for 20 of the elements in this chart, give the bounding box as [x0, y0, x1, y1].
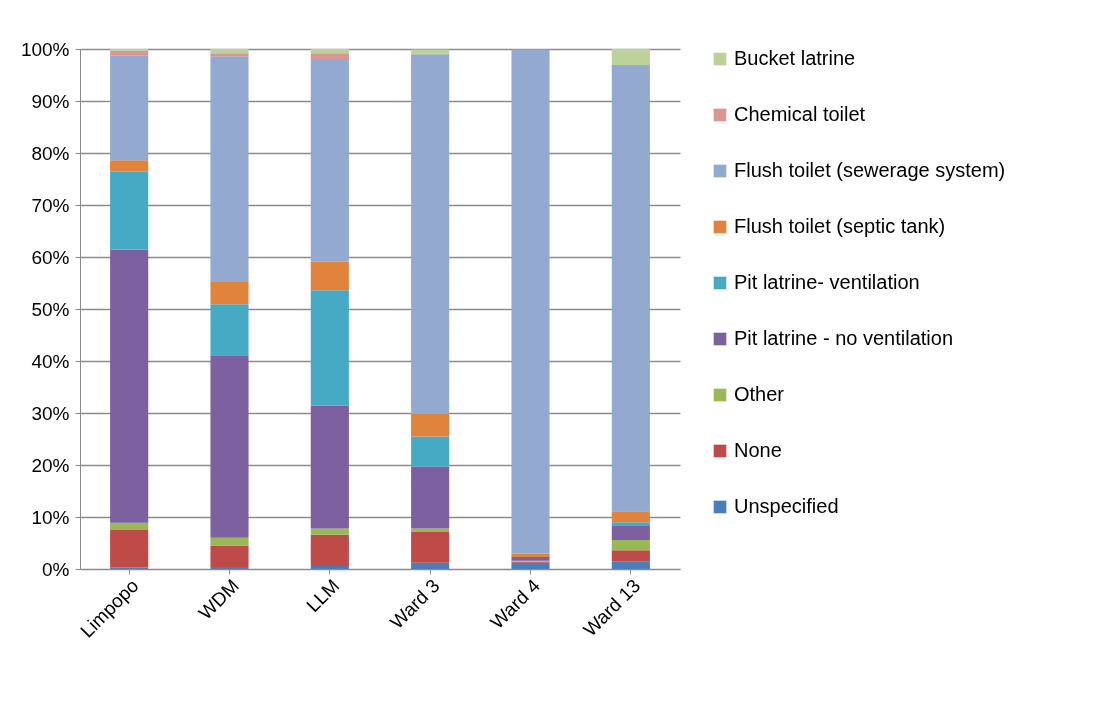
legend-label: Pit latrine- ventilation: [734, 271, 920, 293]
y-tick-label: 20%: [31, 454, 70, 476]
y-tick-label: 70%: [31, 194, 70, 216]
legend-label: Flush toilet (septic tank): [734, 215, 946, 237]
y-tick-label: 30%: [31, 402, 70, 424]
y-tick-label: 0%: [42, 558, 70, 580]
y-tick-label: 100%: [20, 38, 70, 60]
y-tick-label: 80%: [31, 142, 70, 164]
y-tick-label: 60%: [31, 246, 70, 268]
y-tick-label: 40%: [31, 350, 70, 372]
y-tick-label: 90%: [31, 90, 70, 112]
y-tick-label: 50%: [31, 298, 70, 320]
y-tick-label: 10%: [31, 506, 70, 528]
legend-label: Other: [734, 383, 785, 405]
legend-label: Pit latrine - no ventilation: [734, 327, 954, 349]
legend-label: Unspecified: [734, 495, 839, 517]
legend-label: Flush toilet (sewerage system): [734, 159, 1006, 181]
legend-label: None: [734, 439, 782, 461]
legend-label: Bucket latrine: [734, 47, 856, 69]
legend-label: Chemical toilet: [734, 103, 866, 125]
